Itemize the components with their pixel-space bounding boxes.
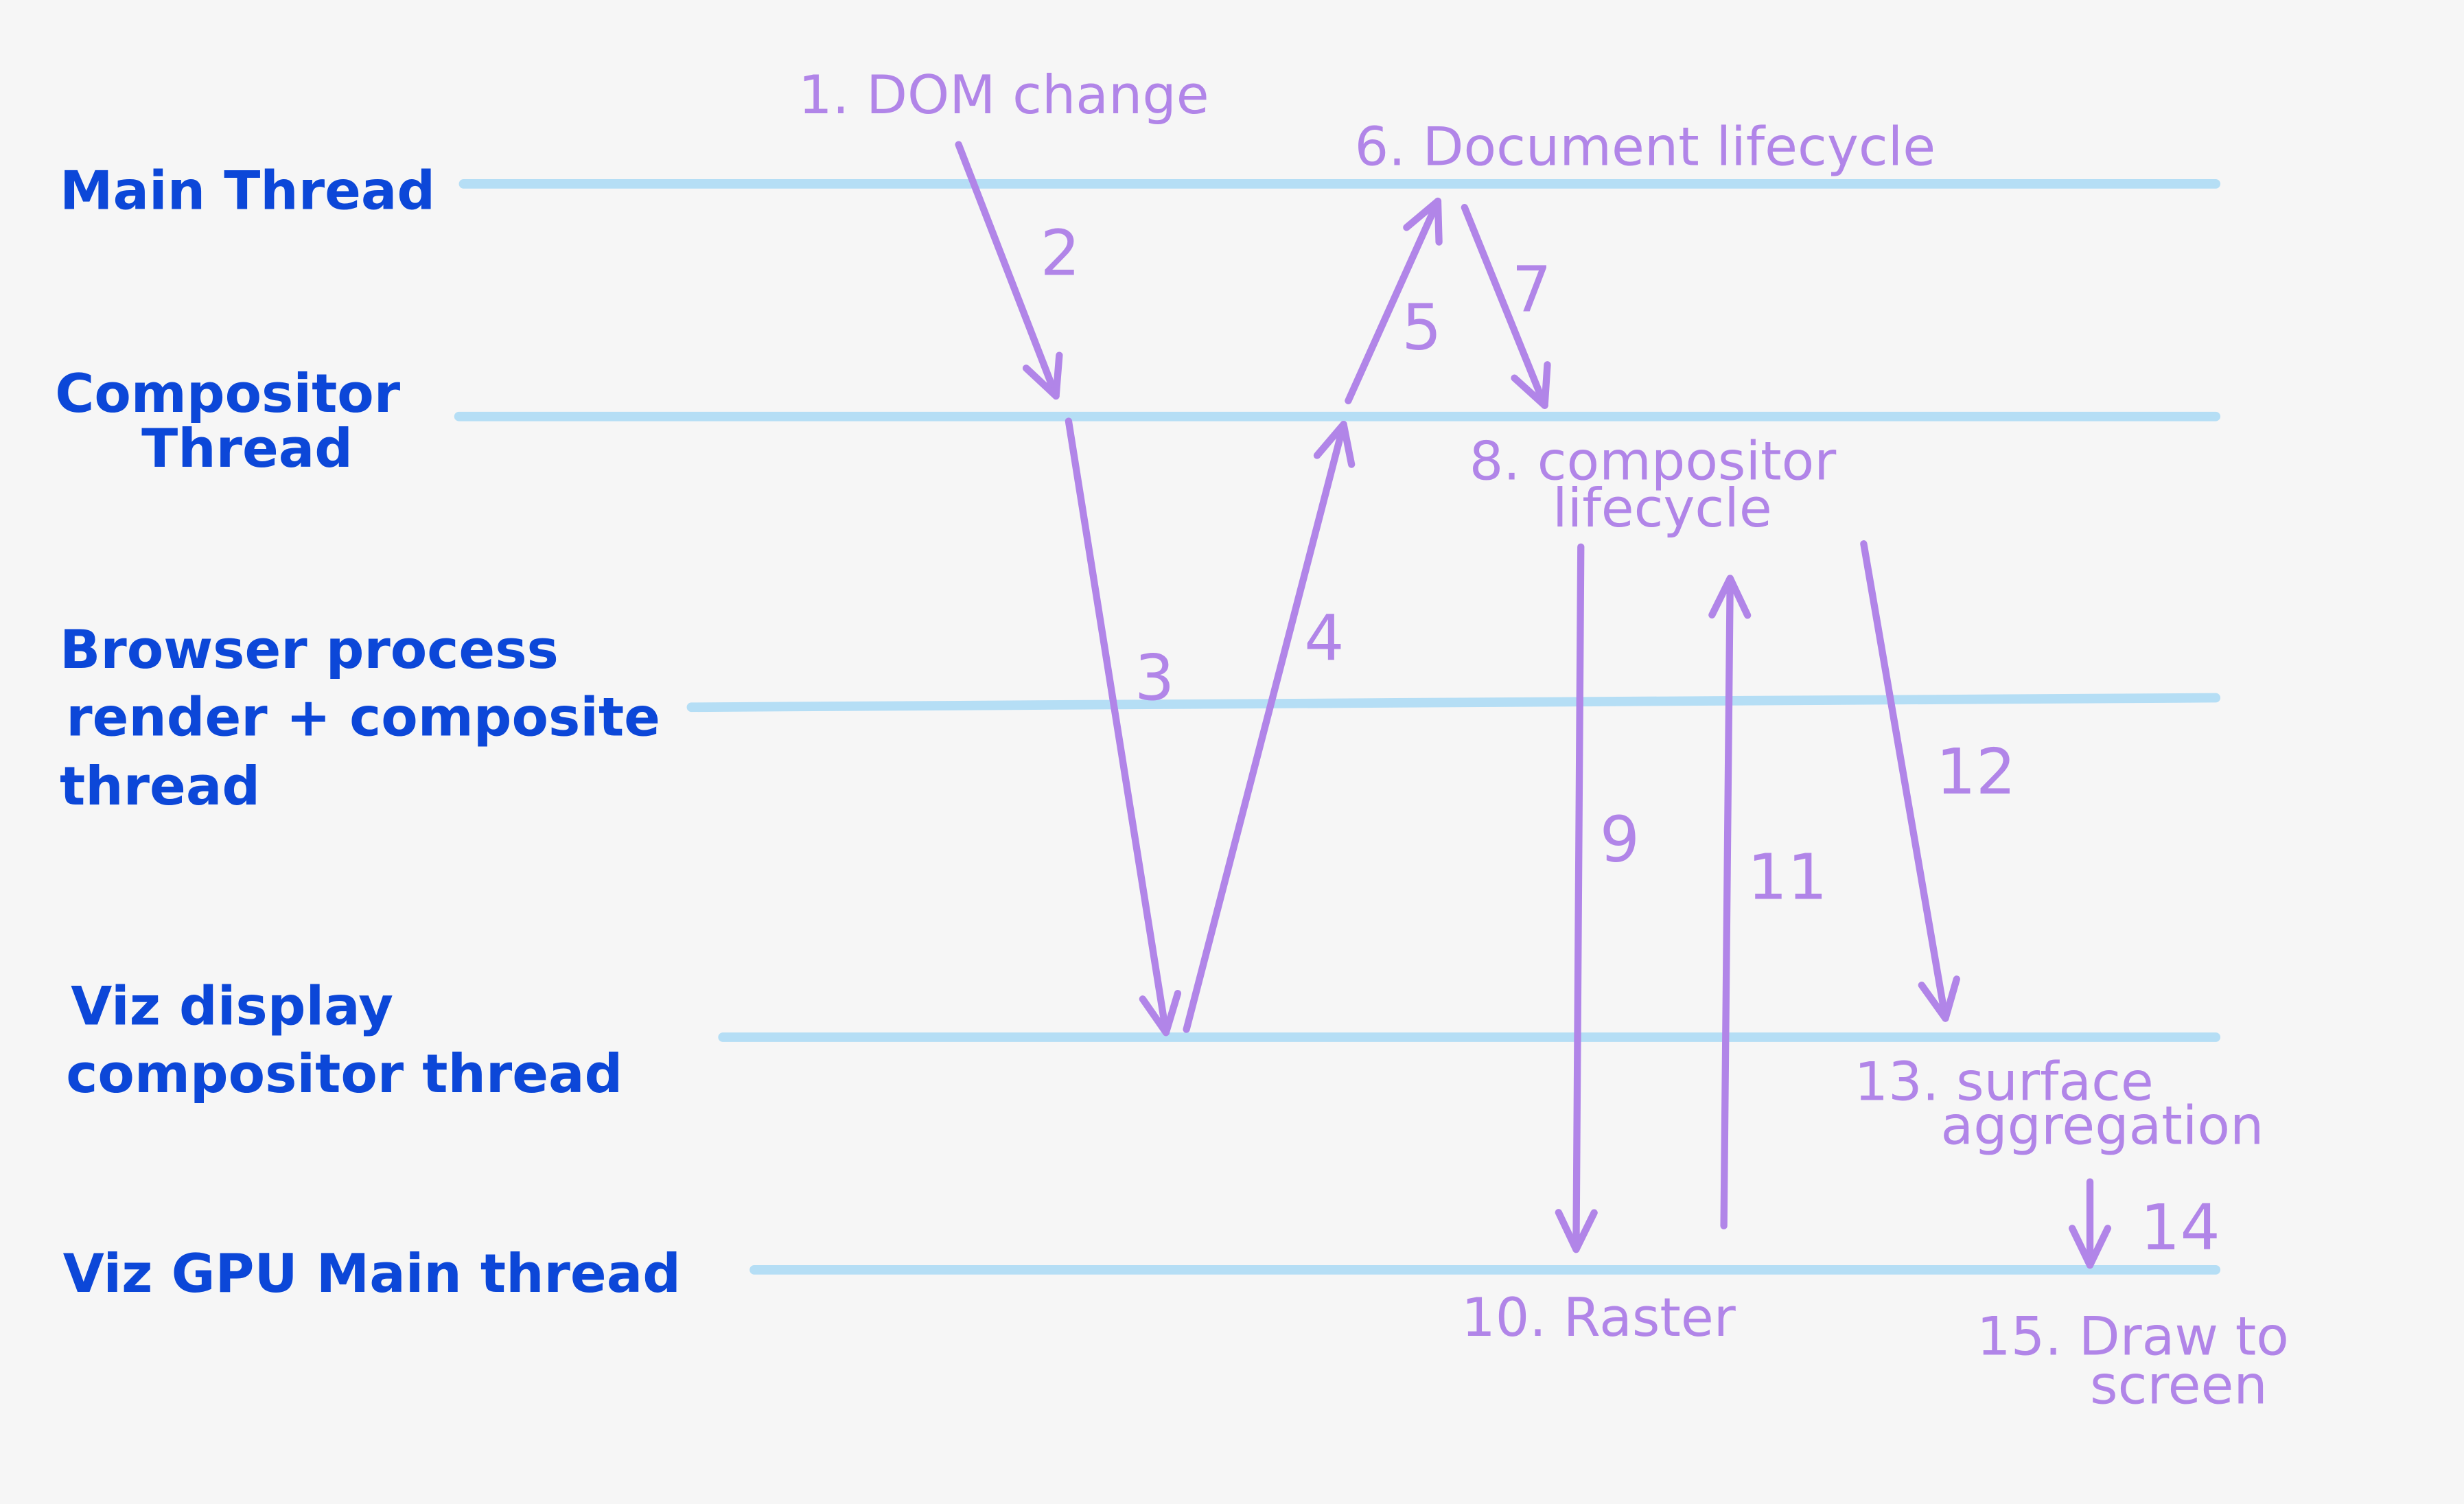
arrow-11-label: 11 — [1747, 841, 1828, 914]
arrow-4 — [1183, 420, 1347, 1033]
arrow-5-label: 5 — [1402, 290, 1441, 364]
arrow-3 — [1065, 417, 1170, 1037]
arrow-3-label: 3 — [1135, 641, 1174, 715]
arrow-2-label: 2 — [1041, 217, 1080, 290]
arrow-2 — [955, 141, 1060, 400]
step-raster-label: 10. Raster — [1461, 1287, 1736, 1349]
step-draw-to-screen-label: 15. Draw to — [1977, 1306, 2289, 1368]
browser-render-composite-thread-label: thread — [60, 756, 260, 818]
arrowhead-icon — [1313, 420, 1356, 468]
step-document-lifecycle-label: 6. Document lifecycle — [1355, 116, 1936, 178]
arrowhead-icon — [1022, 351, 1063, 400]
viz-display-compositor-thread-label: Viz display — [71, 976, 393, 1038]
browser-render-composite-thread-line — [686, 693, 2221, 713]
viz-display-compositor-thread-label: compositor thread — [66, 1043, 623, 1105]
step-draw-to-screen-label: screen — [2090, 1354, 2268, 1416]
viz-gpu-main-thread-label: Viz GPU Main thread — [63, 1243, 681, 1305]
step-compositor-lifecycle-label: 8. compositor — [1469, 430, 1837, 492]
compositor-thread-label: Compositor — [55, 363, 401, 425]
step-surface-aggregation-label: aggregation — [1941, 1096, 2264, 1157]
arrow-14-label: 14 — [2140, 1191, 2220, 1264]
arrowhead-icon — [1918, 975, 1960, 1022]
arrowhead-icon — [1403, 197, 1443, 246]
arrow-7 — [1461, 204, 1548, 409]
arrowhead-icon — [1708, 575, 1752, 619]
step-compositor-lifecycle-label: lifecycle — [1553, 478, 1772, 540]
arrowhead-icon — [1511, 361, 1551, 409]
arrowhead-icon — [1139, 990, 1182, 1037]
arrow-9-label: 9 — [1600, 803, 1640, 877]
arrow-11 — [1720, 575, 1734, 1229]
arrow-4-label: 4 — [1304, 602, 1344, 675]
arrow-12 — [1860, 540, 1949, 1022]
arrowhead-icon — [2068, 1225, 2112, 1269]
browser-render-composite-thread-label: Browser process — [60, 619, 559, 681]
step-dom-change-label: 1. DOM change — [798, 65, 1209, 126]
step-surface-aggregation-label: 13. surface — [1855, 1052, 2154, 1113]
arrow-9 — [1572, 543, 1585, 1253]
browser-render-composite-thread-label: render + composite — [66, 686, 660, 748]
main-thread-label: Main Thread — [60, 160, 435, 222]
arrow-5 — [1345, 197, 1442, 404]
arrowhead-icon — [1555, 1209, 1598, 1253]
arrow-12-label: 12 — [1936, 735, 2016, 809]
arrow-7-label: 7 — [1512, 253, 1552, 326]
compositor-thread-label: Thread — [141, 418, 353, 480]
